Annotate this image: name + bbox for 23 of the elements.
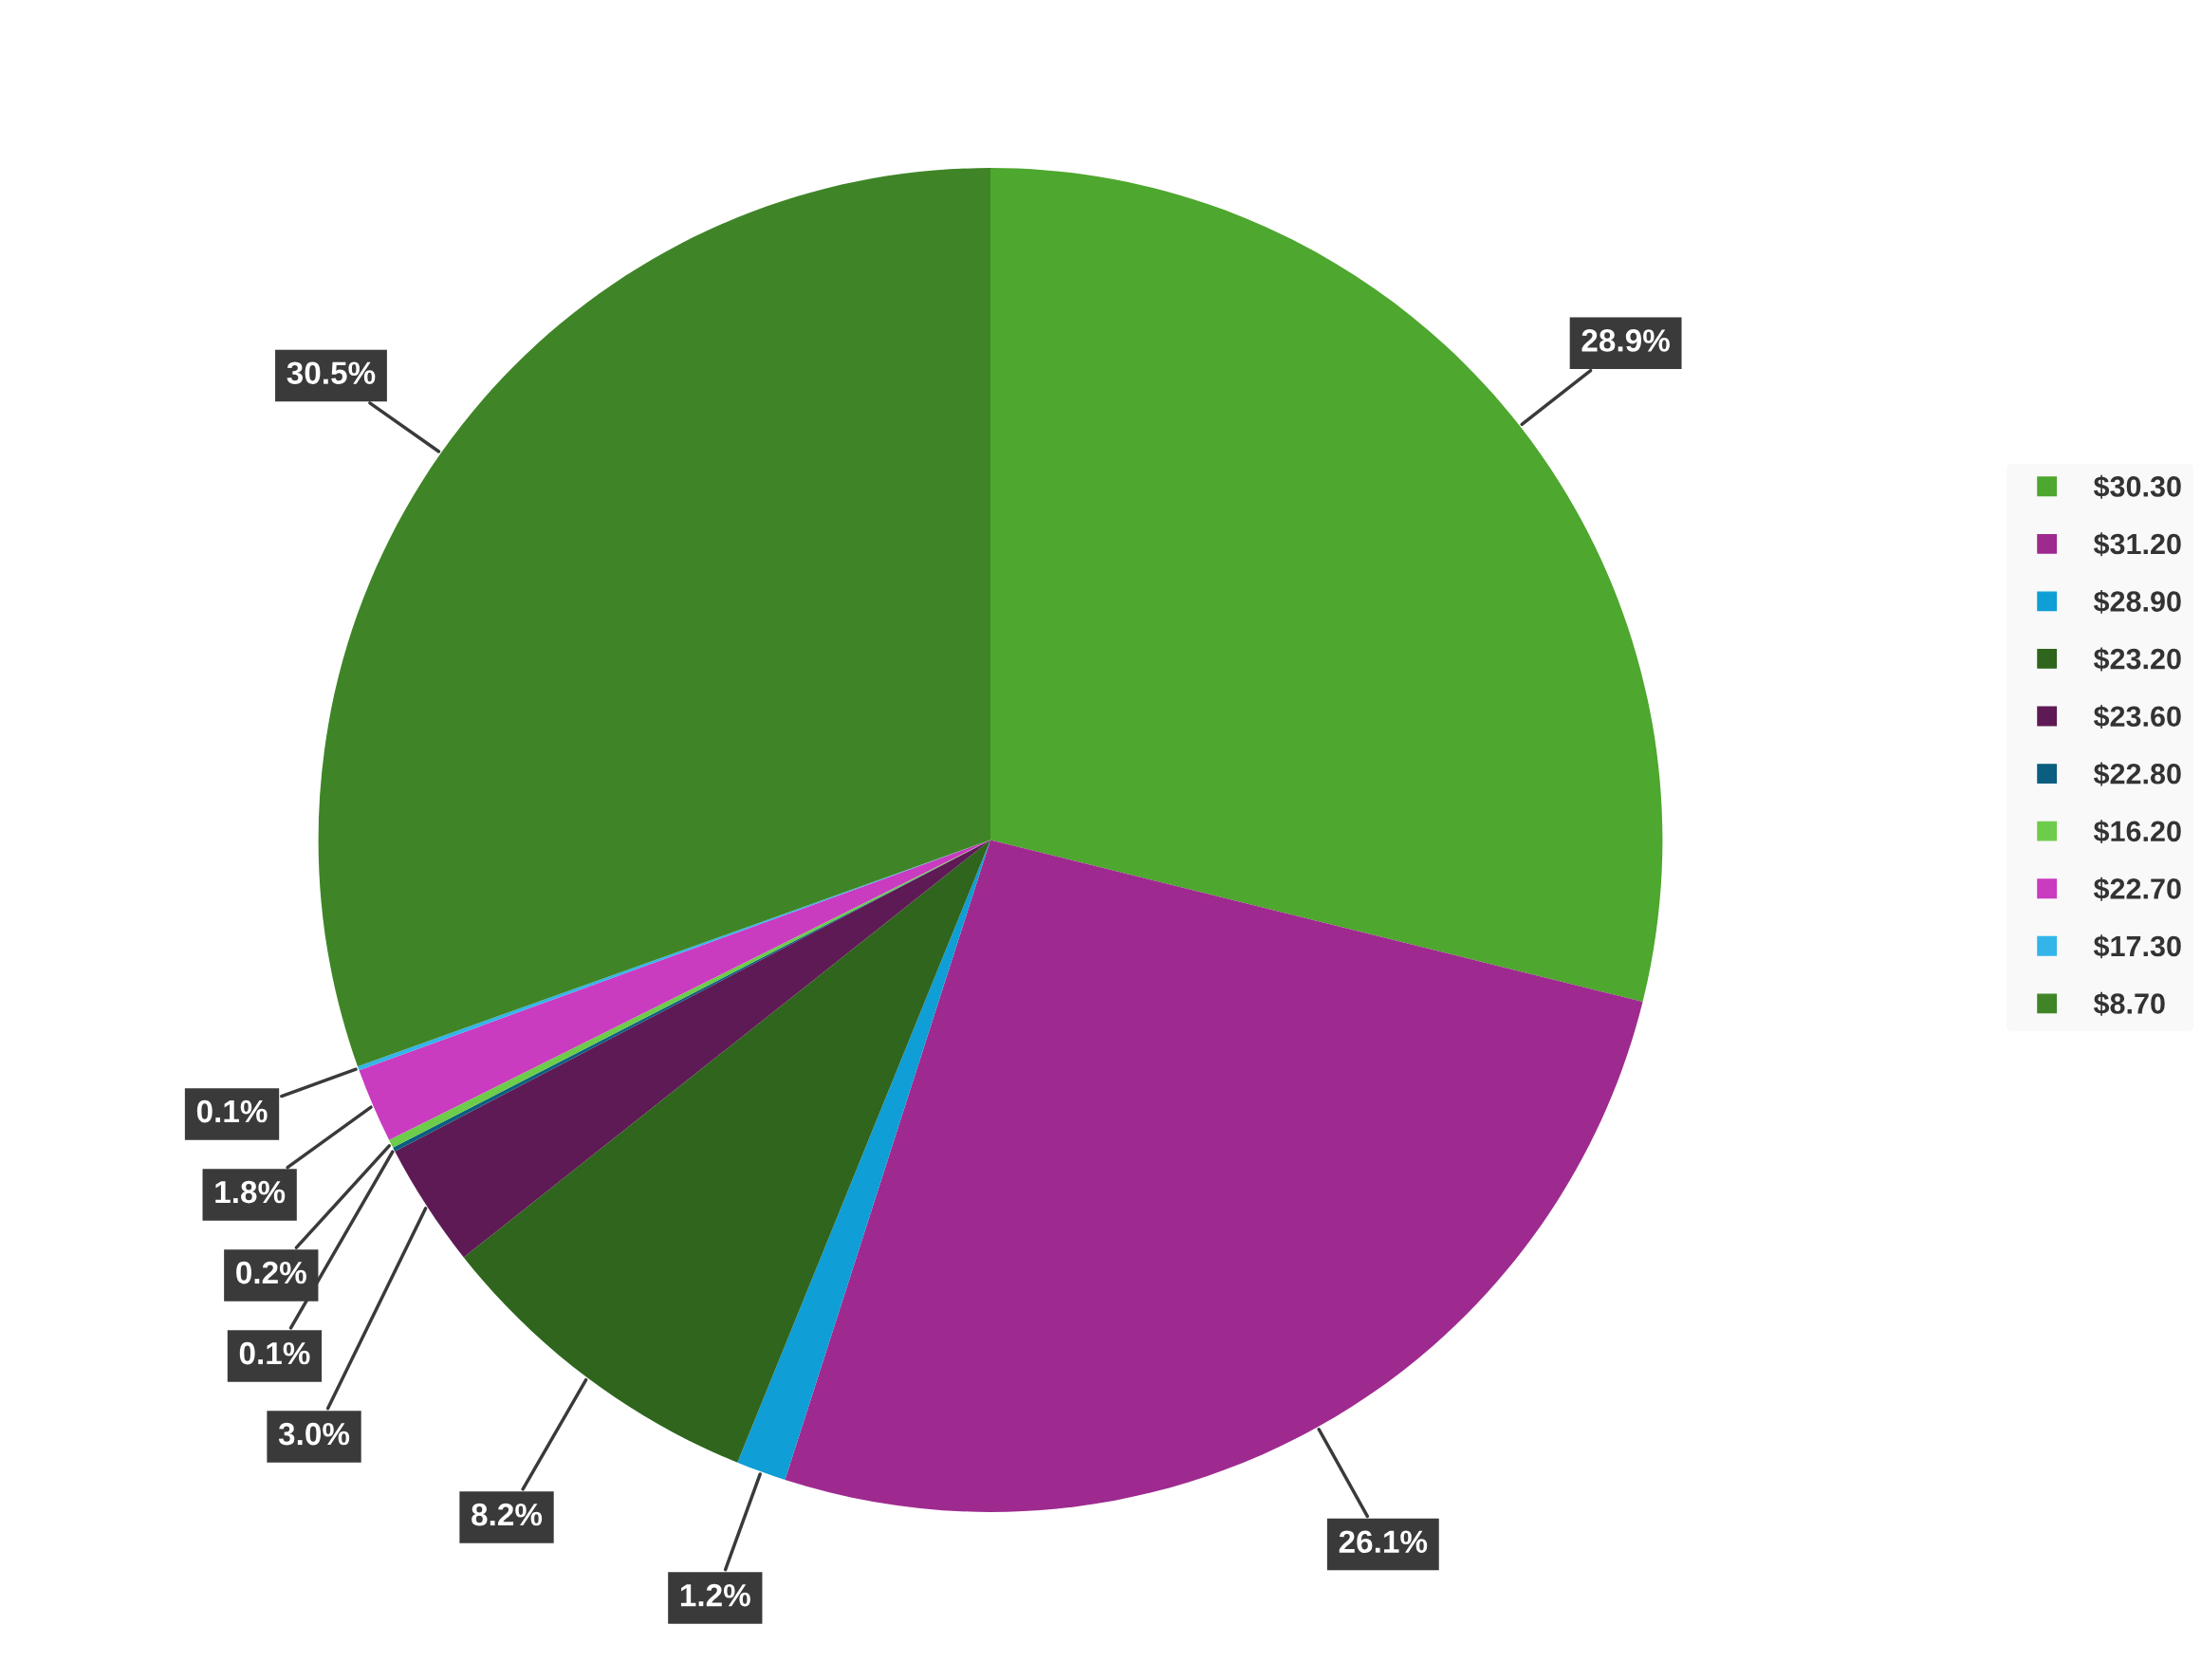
data-label: 0.1%	[239, 1341, 310, 1365]
pie-slice	[395, 840, 990, 1258]
legend-label: $22.70	[2093, 877, 2181, 901]
legend-label: $28.90	[2093, 589, 2181, 614]
legend-label: $8.70	[2093, 991, 2165, 1016]
data-label: 8.2%	[472, 1503, 543, 1526]
data-label: 0.2%	[236, 1261, 306, 1284]
data-label: 0.1%	[196, 1099, 268, 1123]
pie-slice	[785, 840, 1643, 1512]
legend-label: $16.20	[2093, 820, 2181, 844]
legend-label: $23.20	[2093, 647, 2181, 672]
legend-label: $31.20	[2093, 532, 2181, 557]
data-label: 1.2%	[680, 1583, 750, 1607]
data-label: 1.8%	[215, 1180, 286, 1204]
data-label: 26.1%	[1339, 1530, 1428, 1553]
legend-label: $22.80	[2093, 762, 2181, 786]
legend-label: $23.60	[2093, 705, 2181, 729]
data-label: 3.0%	[278, 1422, 350, 1446]
data-label: 28.9%	[1581, 329, 1670, 352]
legend-label: $30.30	[2093, 474, 2181, 499]
pie-slice	[463, 840, 990, 1463]
legend-label: $17.30	[2093, 934, 2181, 959]
data-label: 30.5%	[287, 361, 376, 385]
